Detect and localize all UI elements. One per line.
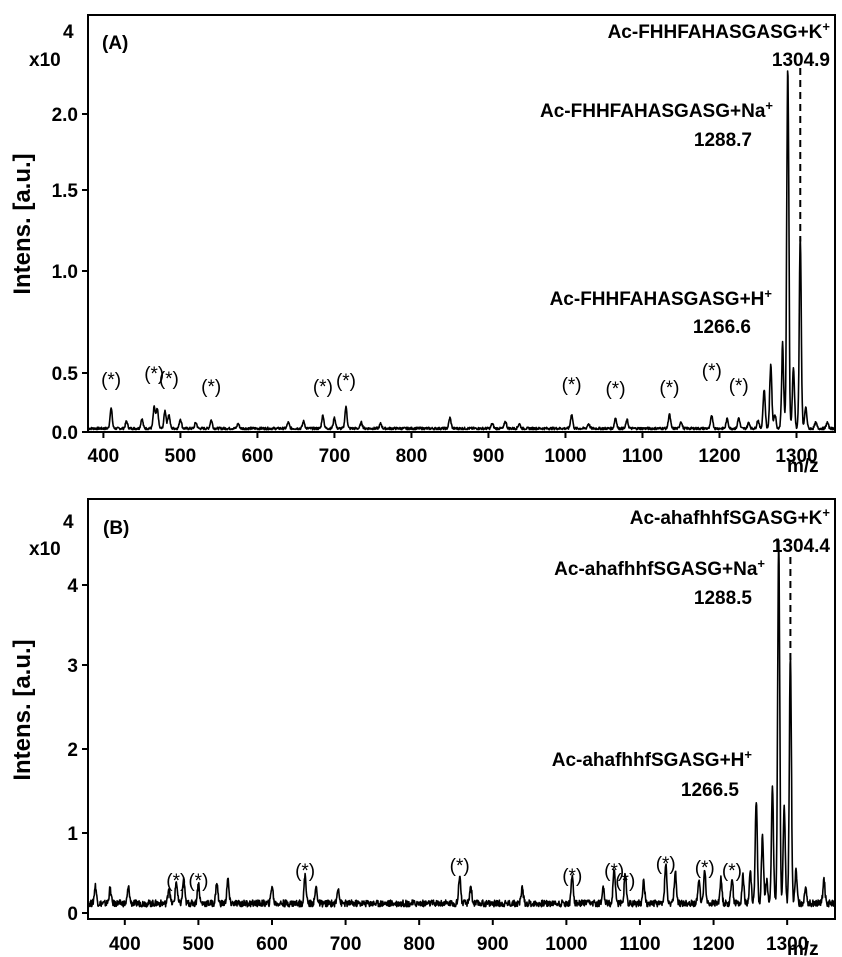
impurity-star-marker: (*) [144,364,164,385]
x-tick-label: 400 [88,446,120,467]
x-tick-label: 700 [319,446,351,467]
peak-label: Ac-ahafhhfSGASG+K+ [630,505,831,530]
peak-label: Ac-FHHFAHASGASG+K+ [608,19,831,44]
impurity-star-marker: (*) [702,361,722,382]
x-tick-label: 800 [403,934,435,955]
peak-mz-value: 1266.5 [681,780,740,801]
impurity-star-marker: (*) [695,858,715,879]
y-tick-label: 3 [67,656,78,677]
impurity-star-marker: (*) [295,861,315,882]
scale-exponent-label: 4 [63,22,74,43]
y-tick-label: 1.5 [52,181,79,202]
x-axis-label: m/z [787,456,819,477]
y-tick-label: 4 [67,576,78,597]
impurity-star-marker: (*) [101,370,121,391]
impurity-star-marker: (*) [722,861,742,882]
spectrum-trace [88,70,835,431]
x-tick-label: 1000 [545,934,587,955]
scale-factor-label: x10 [29,50,61,71]
impurity-star-marker: (*) [659,378,679,399]
peak-label: Ac-ahafhhfSGASG+Na+ [554,556,765,581]
y-tick-label: 0 [67,904,78,925]
impurity-star-marker: (*) [605,379,625,400]
y-tick-label: 0.5 [52,364,79,385]
y-tick-label: 2.0 [52,105,78,126]
impurity-star-marker: (*) [562,866,582,887]
y-tick-label: 1 [67,824,78,845]
spectrum-panel-b: 0 1 2 3 4 400 500 600 700 800 900 1000 1100 1200 1300 I… [9,498,836,957]
peak-mz-value: 1288.5 [694,588,753,609]
x-axis-label: m/z [787,939,819,957]
spectrum-trace [87,539,836,908]
plot-frame [87,498,836,920]
y-tick-label: 1.0 [52,262,78,283]
y-axis-label: Intens. [a.u.] [9,153,36,294]
peak-mz-value: 1304.9 [772,50,830,71]
spectrum-panel-a: 0.0 0.5 1.0 1.5 2.0 400 500 600 700 800 900 1000 110… [9,14,836,477]
x-tick-label: 900 [473,446,505,467]
impurity-star-marker: (*) [656,854,676,875]
scale-exponent-label: 4 [63,512,74,533]
peak-label: Ac-FHHFAHASGASG+H+ [550,286,773,311]
x-tick-label: 500 [183,934,215,955]
impurity-star-marker: (*) [729,376,749,397]
impurity-star-marker: (*) [159,369,179,390]
x-tick-label: 1200 [692,934,734,955]
y-tick-label: 2 [67,740,78,761]
x-tick-label: 900 [477,934,509,955]
x-tick-label: 600 [256,934,288,955]
plot-frame [87,14,836,433]
impurity-star-marker: (*) [562,375,582,396]
peak-mz-value: 1304.4 [772,536,831,557]
x-tick-label: 800 [396,446,428,467]
panel-label: (B) [103,518,129,539]
impurity-star-marker: (*) [166,871,186,892]
x-tick-label: 500 [165,446,197,467]
impurity-star-marker: (*) [188,871,208,892]
impurity-star-marker: (*) [201,377,221,398]
x-tick-label: 1300 [766,934,808,955]
impurity-star-marker: (*) [604,861,624,882]
impurity-star-marker: (*) [336,371,356,392]
x-tick-label: 400 [109,934,141,955]
impurity-star-marker: (*) [313,377,333,398]
x-tick-label: 1200 [698,446,740,467]
x-tick-label: 1000 [544,446,586,467]
x-tick-label: 1100 [619,934,660,955]
impurity-star-marker: (*) [615,871,635,892]
peak-label: Ac-FHHFAHASGASG+Na+ [540,98,773,123]
x-tick-label: 1300 [775,446,817,467]
panel-label: (A) [102,33,128,54]
peak-mz-value: 1288.7 [694,130,752,151]
y-tick-label: 0.0 [52,423,78,444]
x-tick-label: 700 [330,934,362,955]
scale-factor-label: x10 [29,539,61,560]
x-tick-label: 600 [242,446,274,467]
peak-label: Ac-ahafhhfSGASG+H+ [552,747,753,772]
y-axis-label: Intens. [a.u.] [9,639,36,780]
impurity-star-marker: (*) [450,856,470,877]
peak-mz-value: 1266.6 [693,317,751,338]
x-tick-label: 1100 [622,446,663,467]
